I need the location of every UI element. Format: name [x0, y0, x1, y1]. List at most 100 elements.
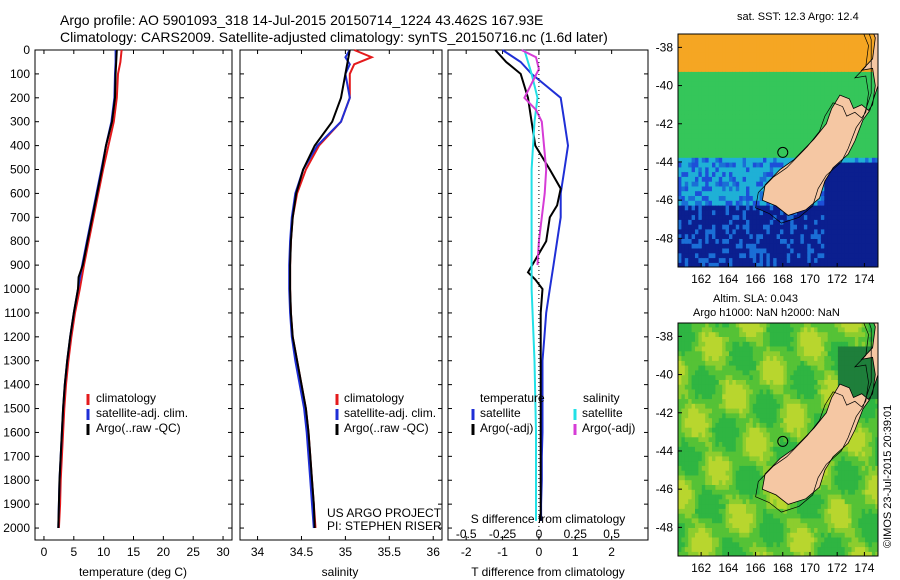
x-tick-label: 30 [216, 545, 230, 559]
map-frame [677, 33, 879, 268]
temperature-panel: 0 5 10 15 20 25 300100200300400500600700800900… [3, 43, 233, 579]
legend-item: satellite-adj. clim. [344, 406, 436, 420]
y-tick-label: 1700 [3, 449, 30, 463]
x-tick-label: 34.5 [290, 545, 314, 559]
x-tick-label: 35.5 [378, 545, 402, 559]
legend-item: climatology [344, 391, 404, 405]
y-tick-label: -48 [656, 231, 674, 245]
salinity-diff-tick-label: 0.25 [564, 527, 588, 541]
legend-item: satellite [582, 406, 623, 420]
land-mass [761, 323, 878, 505]
y-tick-label: 600 [10, 186, 30, 200]
sst-map-title: sat. SST: 12.3 Argo: 12.4 [737, 11, 859, 23]
y-tick-label: 0 [23, 43, 30, 57]
x-tick-label: 0 [41, 545, 48, 559]
legend-item: satellite [480, 406, 521, 420]
title-line2: Climatology: CARS2009. Satellite-adjuste… [60, 29, 608, 45]
x-tick-label: 35 [339, 545, 353, 559]
x-tick-label: 162 [691, 561, 711, 575]
x-tick-label: 2 [608, 545, 615, 559]
x-tick-label: 10 [97, 545, 111, 559]
y-tick-label: -42 [656, 406, 674, 420]
y-tick-label: -40 [656, 79, 674, 93]
x-axis-label: temperature (deg C) [79, 565, 187, 579]
argo-location-marker [777, 146, 789, 158]
y-tick-label: 300 [10, 115, 30, 129]
y-tick-label: 500 [10, 163, 30, 177]
legend-item: Argo(-adj) [582, 421, 635, 435]
x-tick-label: 162 [691, 272, 711, 286]
series-line-S-satellite [523, 49, 539, 521]
x-axis-label: salinity [322, 565, 359, 579]
y-tick-label: 100 [10, 67, 30, 81]
y-tick-label: -38 [656, 329, 674, 343]
title-line1: Argo profile: AO 5901093_318 14-Jul-2015… [60, 12, 543, 28]
sla-map-subtitle: Argo h1000: NaN h2000: NaN [693, 307, 840, 319]
sst-map-panel: 162 164 166 168 170 172 174 -38 -40 -42 -44 -46 -48 [656, 33, 879, 286]
x-tick-label: 34 [251, 545, 265, 559]
land-mass [761, 34, 878, 216]
x-tick-label: 174 [854, 561, 874, 575]
salinity-diff-tick-label: -0.25 [489, 527, 517, 541]
series-line-T-satellite [501, 49, 570, 521]
legend-item: Argo(..raw -QC) [344, 421, 429, 435]
series-line-argo [289, 49, 351, 529]
sla-map-title: Altim. SLA: 0.043 [713, 293, 798, 305]
x-tick-label: 168 [773, 272, 793, 286]
y-tick-label: 700 [10, 210, 30, 224]
project-annotation: US ARGO PROJECT [327, 506, 442, 520]
y-tick-label: -46 [656, 482, 674, 496]
y-tick-label: 1200 [3, 330, 30, 344]
y-tick-label: 1000 [3, 282, 30, 296]
x-tick-label: -2 [461, 545, 472, 559]
legend-item: Argo(-adj) [480, 421, 533, 435]
x-tick-label: 25 [187, 545, 201, 559]
x-tick-label: 170 [800, 561, 820, 575]
y-tick-label: -40 [656, 368, 674, 382]
x-tick-label: 1 [572, 545, 579, 559]
credit-label: ©IMOS 23-Jul-2015 20:39:01 [882, 405, 894, 548]
x-tick-label: 166 [746, 272, 766, 286]
plot-frame [34, 49, 233, 541]
x-tick-label: 172 [827, 561, 847, 575]
map-frame [677, 322, 879, 557]
legend-title-temperature: temperature [480, 391, 545, 405]
legend-title-salinity: salinity [583, 391, 620, 405]
series-line-argo [57, 49, 118, 529]
y-tick-label: 1100 [4, 306, 30, 320]
x-tick-label: 0 [536, 545, 543, 559]
y-tick-label: 1400 [3, 378, 30, 392]
x-tick-label: 164 [718, 272, 738, 286]
heatmap-cells [678, 34, 878, 267]
y-tick-label: 2000 [3, 521, 30, 535]
salinity-diff-axis-label: S difference from climatology [471, 512, 626, 526]
x-tick-label: -1 [497, 545, 508, 559]
y-tick-label: -46 [656, 193, 674, 207]
x-tick-label: 170 [800, 272, 820, 286]
legend-item: Argo(..raw -QC) [96, 421, 181, 435]
argo-location-marker [777, 435, 789, 447]
y-tick-label: 900 [10, 258, 30, 272]
plot-frame [239, 49, 443, 541]
x-tick-label: 164 [718, 561, 738, 575]
series-line-climatology [57, 49, 123, 529]
y-tick-label: -48 [656, 520, 674, 534]
salinity-diff-tick-label: 0.5 [603, 527, 620, 541]
project-annotation: PI: STEPHEN RISER [327, 519, 442, 533]
x-tick-label: 166 [746, 561, 766, 575]
legend-item: climatology [96, 391, 156, 405]
x-tick-label: 15 [127, 545, 141, 559]
sla-map-panel: 162 164 166 168 170 172 174 -38 -40 -42 -44 -46 -48 [656, 322, 879, 575]
salinity-diff-tick-label: -0.5 [456, 527, 477, 541]
x-axis-label: T difference from climatology [471, 565, 625, 579]
legend-item: satellite-adj. clim. [96, 406, 188, 420]
y-tick-label: -44 [656, 155, 674, 169]
x-tick-label: 172 [827, 272, 847, 286]
x-tick-label: 168 [773, 561, 793, 575]
y-tick-label: 200 [10, 91, 30, 105]
y-tick-label: 400 [10, 139, 30, 153]
difference-panel: -2 -1 0 1 2 -0.5 -0.25 0 0.25 0.5S difference fro… [447, 49, 649, 579]
y-tick-label: 1500 [3, 402, 30, 416]
depth-contour [755, 323, 872, 513]
